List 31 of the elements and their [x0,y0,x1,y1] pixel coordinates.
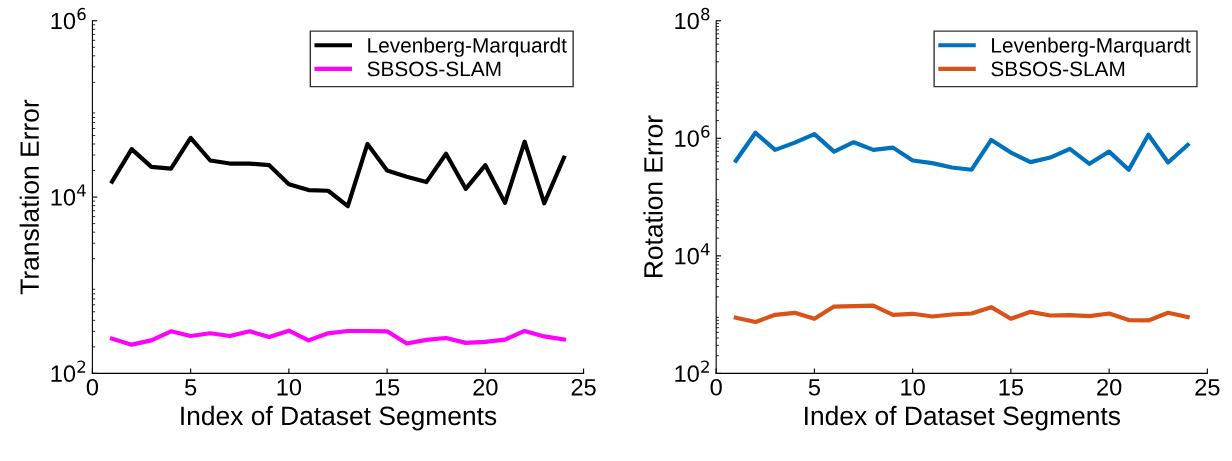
y-tick-label: 10$^{6}$ [51,7,86,30]
y-tick-label: 10$^{2}$ [675,360,709,383]
x-tick-label: 20 [473,378,498,396]
x-tick-label: 25 [1195,378,1220,396]
x-axis-title: Index of Dataset Segments [181,405,497,431]
y-tick-label: 10$^{6}$ [675,125,710,147]
y-axis-title: Translation Error [19,99,39,295]
y-tick-label: 10$^{8}$ [675,7,710,30]
x-tick-label: 0 [86,378,99,396]
x-tick-label: 15 [999,379,1024,396]
y-tick-label: 10$^{4}$ [675,243,710,265]
y-axis-title: Rotation Error [643,115,663,278]
line-series [109,135,567,209]
legend-label: SBSOS-SLAM [991,61,1125,77]
legend-label: Levenberg-Marquardt [992,37,1191,57]
x-tick-label: 20 [1097,378,1122,396]
x-tick-label: 25 [571,378,596,396]
x-tick-label: 10 [277,378,302,396]
x-tick-label: 0 [710,378,722,396]
x-tick-label: 5 [185,379,197,396]
line-series [733,303,1190,325]
x-axis-title: Index of Dataset Segments [805,405,1120,431]
line-series [109,328,567,347]
legend-label: Levenberg-Marquardt [368,37,567,57]
y-tick-label: 10$^{4}$ [51,184,86,206]
y-tick-label: 10$^{2}$ [51,360,86,383]
x-tick-label: 15 [375,379,400,396]
legend-label: SBSOS-SLAM [367,61,501,77]
x-tick-label: 10 [901,378,925,396]
line-series [733,130,1190,172]
x-tick-label: 5 [808,379,820,396]
